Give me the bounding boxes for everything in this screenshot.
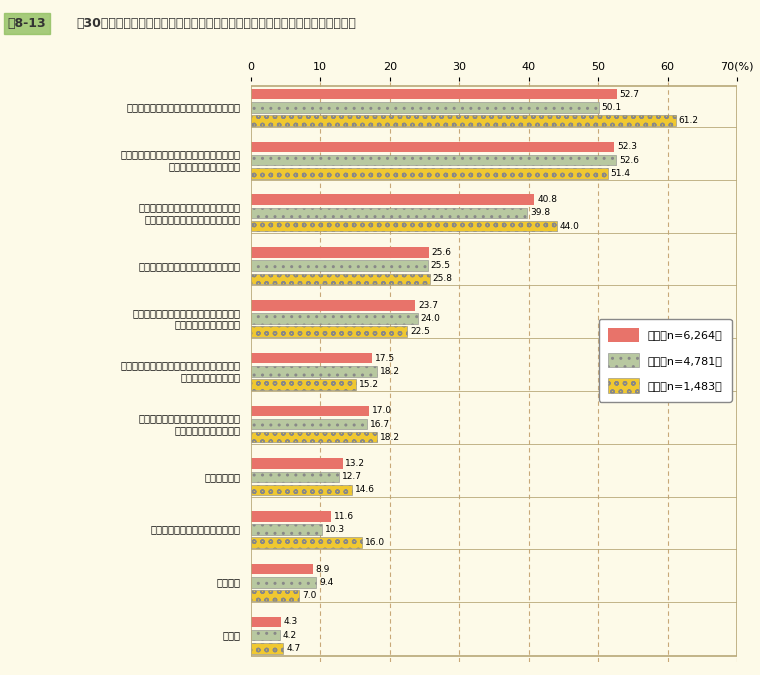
Bar bbox=[251, 168, 608, 179]
Text: 15.2: 15.2 bbox=[359, 380, 379, 389]
Bar bbox=[251, 590, 299, 601]
Text: 52.6: 52.6 bbox=[619, 156, 639, 165]
Text: 12.7: 12.7 bbox=[342, 472, 362, 481]
Bar bbox=[251, 261, 428, 271]
Bar bbox=[251, 537, 362, 548]
Bar bbox=[251, 617, 280, 627]
Bar bbox=[251, 432, 377, 443]
Bar bbox=[251, 418, 367, 429]
Text: 18.2: 18.2 bbox=[380, 367, 400, 376]
Bar bbox=[251, 379, 356, 389]
Text: 16.0: 16.0 bbox=[365, 538, 385, 547]
Bar bbox=[251, 511, 331, 522]
Bar bbox=[251, 142, 614, 153]
Text: 16.7: 16.7 bbox=[369, 420, 390, 429]
Text: 61.2: 61.2 bbox=[679, 116, 699, 125]
Text: 17.0: 17.0 bbox=[372, 406, 392, 415]
Text: 4.7: 4.7 bbox=[287, 644, 300, 653]
Text: 9.4: 9.4 bbox=[319, 578, 333, 587]
Bar bbox=[251, 524, 322, 535]
Bar bbox=[251, 472, 339, 482]
Bar bbox=[251, 458, 343, 469]
Text: 13.2: 13.2 bbox=[345, 459, 366, 468]
Bar bbox=[251, 221, 556, 232]
Bar bbox=[251, 564, 312, 574]
Text: 7.0: 7.0 bbox=[302, 591, 317, 600]
Text: 51.4: 51.4 bbox=[611, 169, 631, 178]
Text: 44.0: 44.0 bbox=[559, 221, 579, 231]
Bar bbox=[251, 406, 369, 416]
Bar bbox=[251, 485, 352, 495]
Text: 40.8: 40.8 bbox=[537, 195, 557, 205]
Text: 23.7: 23.7 bbox=[418, 301, 439, 310]
Bar bbox=[251, 208, 527, 218]
Text: 8.9: 8.9 bbox=[315, 565, 330, 574]
Text: 18.2: 18.2 bbox=[380, 433, 400, 441]
Bar bbox=[251, 273, 430, 284]
Text: 14.6: 14.6 bbox=[355, 485, 375, 495]
Text: 25.6: 25.6 bbox=[432, 248, 451, 257]
Text: 10.3: 10.3 bbox=[325, 525, 345, 534]
Text: 50.1: 50.1 bbox=[602, 103, 622, 112]
Text: 4.2: 4.2 bbox=[283, 630, 297, 640]
Text: 24.0: 24.0 bbox=[420, 314, 440, 323]
Bar bbox=[251, 577, 316, 588]
Text: 17.5: 17.5 bbox=[375, 354, 395, 362]
Text: 11.6: 11.6 bbox=[334, 512, 354, 521]
Bar bbox=[251, 115, 676, 126]
Bar bbox=[251, 102, 599, 113]
Text: 4.3: 4.3 bbox=[283, 618, 298, 626]
Text: 25.5: 25.5 bbox=[431, 261, 451, 270]
Bar bbox=[251, 366, 377, 377]
Text: 25.8: 25.8 bbox=[433, 275, 453, 284]
Text: 【30代職員調査】今後必要と考えるキャリア形成支援策　（いくつでも回答可）: 【30代職員調査】今後必要と考えるキャリア形成支援策 （いくつでも回答可） bbox=[76, 17, 356, 30]
Text: 39.8: 39.8 bbox=[530, 209, 550, 217]
Bar bbox=[251, 155, 616, 165]
Text: 22.5: 22.5 bbox=[410, 327, 430, 336]
Bar bbox=[251, 300, 416, 310]
Bar bbox=[251, 313, 417, 324]
Legend: 総数（n=6,264）, 男性（n=4,781）, 女性（n=1,483）: 総数（n=6,264）, 男性（n=4,781）, 女性（n=1,483） bbox=[599, 319, 732, 402]
Bar bbox=[251, 194, 534, 205]
Bar bbox=[251, 247, 429, 258]
Bar bbox=[251, 353, 372, 363]
Text: 図8-13: 図8-13 bbox=[8, 17, 46, 30]
Bar bbox=[251, 89, 617, 99]
Bar bbox=[251, 327, 407, 337]
Text: 52.7: 52.7 bbox=[619, 90, 640, 99]
Bar bbox=[251, 630, 280, 641]
Bar bbox=[251, 643, 283, 653]
Text: 52.3: 52.3 bbox=[617, 142, 637, 151]
